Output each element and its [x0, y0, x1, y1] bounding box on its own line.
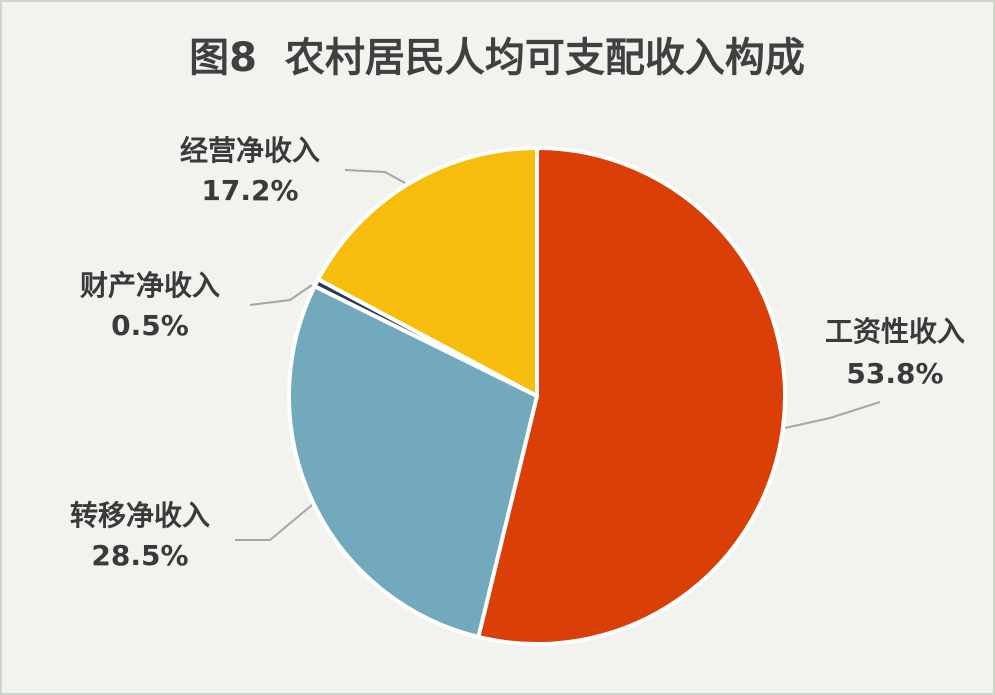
leader-line	[249, 284, 313, 306]
pie-slice	[476, 146, 787, 646]
value-label: 0.5%	[111, 309, 189, 342]
pie-slice	[287, 284, 539, 639]
category-label: 工资性收入	[825, 315, 965, 348]
category-label: 转移净收入	[70, 499, 210, 532]
pie-slice	[316, 146, 539, 398]
value-label: 28.5%	[91, 539, 188, 572]
value-label: 17.2%	[201, 174, 298, 207]
value-label: 53.8%	[846, 357, 943, 390]
chart-title: 图8 农村居民人均可支配收入构成	[189, 35, 805, 81]
leader-line	[235, 504, 313, 541]
category-label: 经营净收入	[180, 134, 320, 167]
category-label: 财产净收入	[80, 269, 220, 302]
leader-line	[344, 169, 406, 184]
leader-line	[784, 401, 881, 429]
